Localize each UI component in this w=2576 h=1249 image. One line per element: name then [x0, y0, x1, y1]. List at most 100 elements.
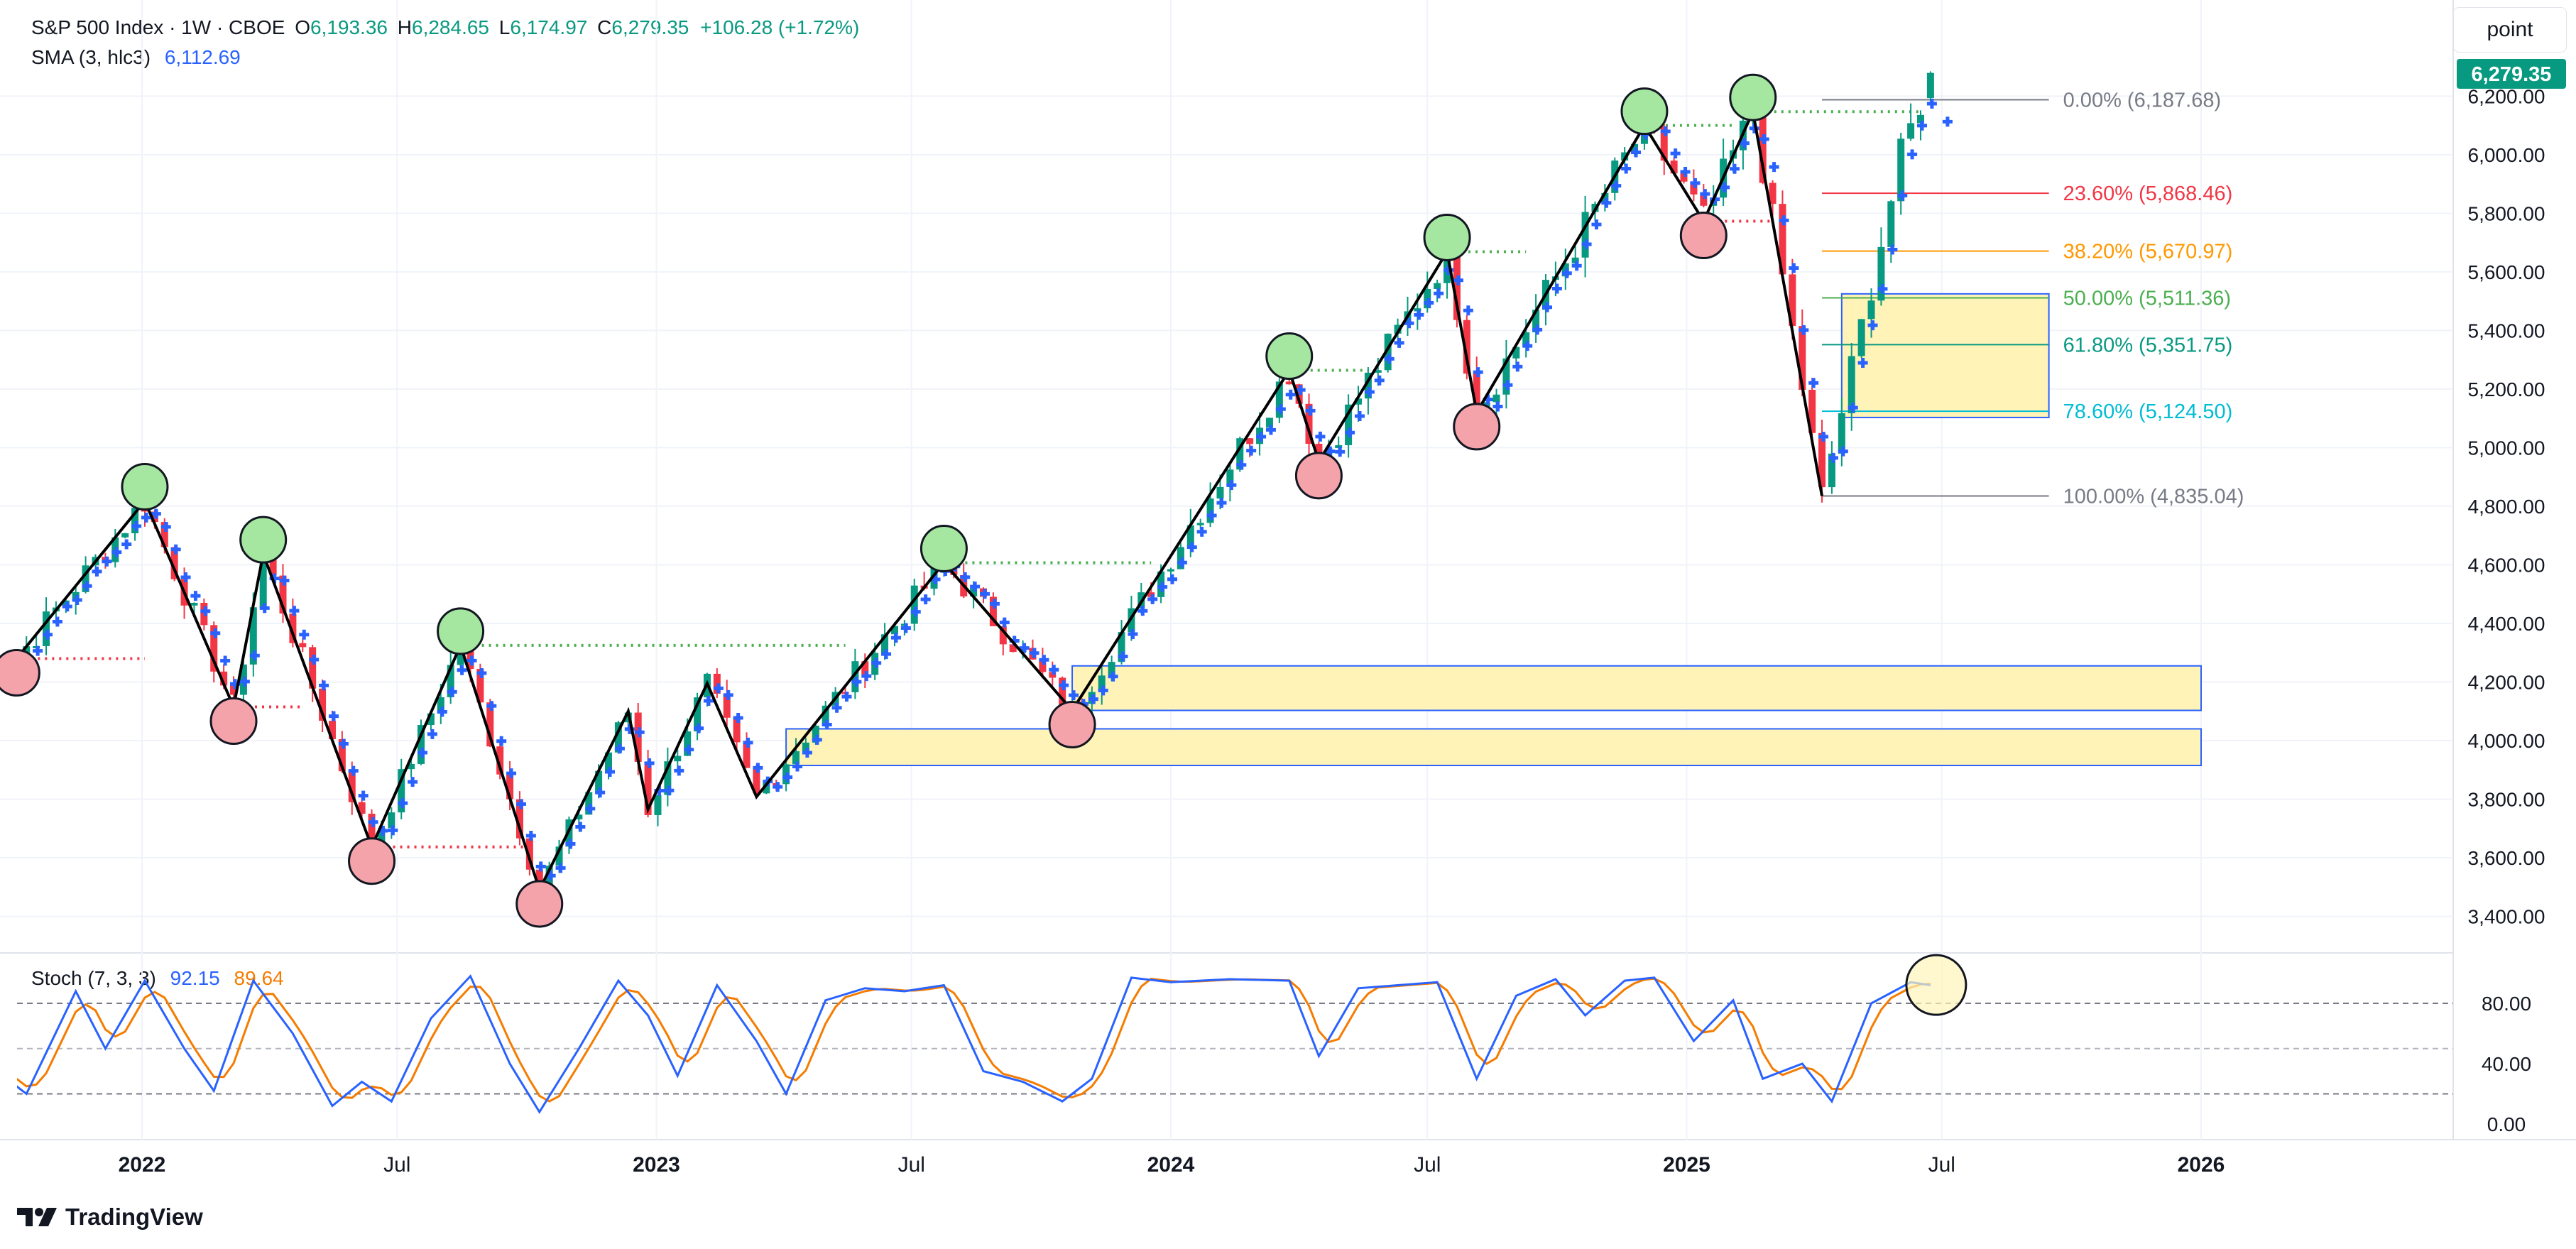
sma-point [33, 645, 43, 656]
candle-body [1098, 675, 1106, 692]
sma-point [1453, 275, 1463, 285]
sma-point [1275, 404, 1286, 415]
stoch-legend[interactable]: Stoch (7, 3, 3) 92.15 89.64 [31, 967, 284, 990]
candle-body [437, 697, 444, 714]
sma-point [1828, 452, 1838, 463]
candle-body [1049, 672, 1057, 678]
sma-point [1848, 403, 1858, 413]
candle-body [644, 761, 652, 815]
candle-body [1186, 525, 1194, 547]
candle-body [851, 661, 859, 692]
sma-point [743, 737, 753, 748]
tradingview-logo[interactable]: TradingView [17, 1204, 203, 1231]
sma-point [506, 768, 517, 779]
fibonacci-retracement[interactable]: 0.00% (6,187.68) 23.60% (5,868.46) 38.20% … [1822, 89, 2244, 508]
sma-legend[interactable]: SMA (3, hlc3) 6,112.69 [31, 43, 859, 72]
sma-point [1680, 167, 1691, 178]
sma-point [920, 594, 931, 605]
candle-body [1434, 283, 1441, 289]
candle-body [43, 611, 50, 647]
candle-body [763, 782, 770, 794]
candle-body [515, 799, 523, 839]
candle-body [1828, 453, 1835, 488]
candle-body [1226, 469, 1234, 487]
pivot-high-marker [121, 463, 169, 511]
sma-point [92, 566, 102, 577]
support-zone[interactable] [1840, 293, 2050, 418]
candle-body [1512, 347, 1520, 359]
sma-point [910, 606, 921, 617]
sma-point [1404, 318, 1414, 329]
sma-point [802, 748, 812, 758]
candle-body [190, 602, 198, 606]
candle-body [595, 770, 603, 792]
sma-point [1571, 261, 1582, 271]
price-scale-mode-button[interactable]: point [2453, 7, 2567, 53]
tradingview-logo-text: TradingView [65, 1204, 203, 1230]
support-zone[interactable] [785, 728, 2202, 767]
sma-point [1512, 361, 1523, 372]
sma-point [1581, 239, 1592, 250]
sma-point [861, 671, 872, 682]
sma-point [1049, 665, 1059, 675]
sma-point [1799, 324, 1809, 335]
candle-body [605, 752, 613, 771]
time-tick-label: Jul [898, 1153, 925, 1177]
sma-point [190, 591, 201, 601]
sma-point [1216, 498, 1227, 508]
sma-point [1611, 180, 1622, 191]
sma-point [1424, 298, 1434, 308]
sma-point [1256, 431, 1267, 442]
sma-point [141, 512, 151, 523]
candle-body [506, 774, 514, 800]
candle-body [1926, 72, 1934, 99]
candle-body [989, 596, 997, 626]
pivot-low-marker [348, 837, 396, 885]
symbol-title[interactable]: S&P 500 Index · 1W · CBOE [31, 16, 285, 38]
sma-point [1108, 671, 1118, 682]
close-label: C [597, 16, 612, 38]
candle-body [1009, 644, 1017, 653]
candle-body [1463, 320, 1470, 374]
time-axis[interactable]: 2022 Jul 2023 Jul 2024 Jul 2025 Jul 2026 [119, 1153, 2225, 1177]
sma-point [782, 772, 793, 782]
candle-body [1887, 201, 1895, 247]
sma-point [674, 765, 684, 776]
stoch-tick-label: 0.00 [2487, 1113, 2526, 1135]
candle-body [328, 721, 336, 739]
candle-body [654, 795, 662, 815]
sma-point [151, 508, 161, 519]
sma-point [1631, 147, 1642, 158]
price-axis[interactable]: 3,400.00 3,600.00 3,800.00 4,000.00 4,200.00… [2468, 85, 2545, 1135]
sma-point [1730, 163, 1740, 174]
sma-point [999, 617, 1010, 628]
sma-point [1887, 244, 1898, 255]
candle-body [555, 846, 563, 866]
price-tick-label: 6,000.00 [2468, 144, 2545, 166]
candle-body [1196, 523, 1204, 525]
sma-point [319, 680, 329, 691]
sma-point [1818, 431, 1829, 442]
sma-point [664, 785, 675, 796]
pivot-high-marker [1620, 87, 1669, 136]
sma-point [773, 782, 783, 792]
candle-body [634, 712, 642, 762]
stoch-k-value: 92.15 [170, 967, 220, 989]
price-tick-label: 4,600.00 [2468, 554, 2545, 576]
sma-point [398, 798, 408, 809]
low-value: 6,174.97 [510, 16, 588, 38]
time-tick-label: Jul [383, 1153, 410, 1177]
candle-body [910, 585, 918, 624]
support-zone[interactable] [1071, 665, 2202, 711]
candle-body [289, 613, 297, 643]
price-change: +106.28 (+1.72%) [700, 16, 860, 38]
zigzag-polyline [15, 107, 1824, 894]
fib-level-label: 61.80% (5,351.75) [2063, 334, 2233, 356]
stochastic-pane [17, 954, 2453, 1114]
sma-point [1345, 427, 1355, 438]
price-tick-label: 3,800.00 [2468, 788, 2545, 810]
candle-body [1789, 274, 1796, 327]
sma-point [1196, 526, 1207, 537]
time-tick-label: 2023 [633, 1153, 680, 1177]
